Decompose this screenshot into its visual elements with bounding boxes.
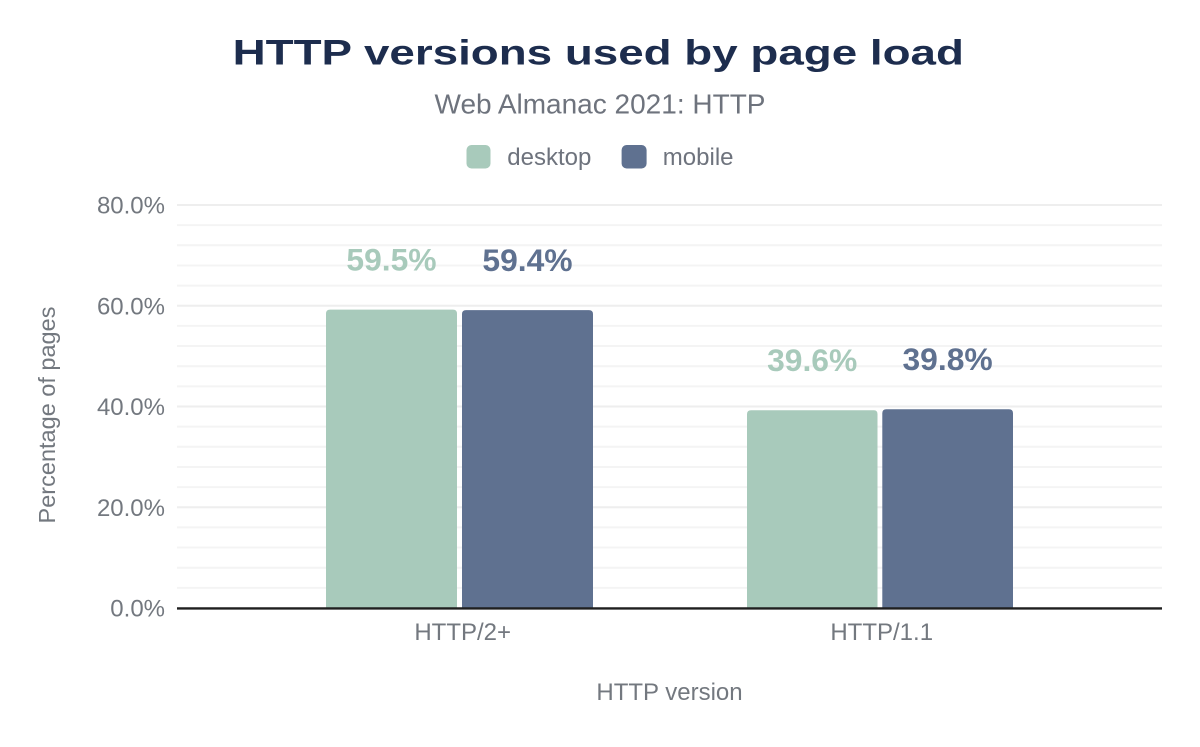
- svg-text:desktop: desktop: [507, 144, 591, 171]
- svg-text:39.6%: 39.6%: [767, 342, 857, 378]
- svg-text:40.0%: 40.0%: [97, 394, 165, 421]
- svg-text:Web Almanac 2021: HTTP: Web Almanac 2021: HTTP: [435, 88, 766, 119]
- svg-text:0.0%: 0.0%: [110, 596, 165, 623]
- svg-text:59.4%: 59.4%: [482, 242, 572, 278]
- svg-text:HTTP version: HTTP version: [596, 679, 742, 706]
- svg-text:HTTP versions used by page loa: HTTP versions used by page load: [233, 33, 964, 73]
- svg-text:HTTP/2+: HTTP/2+: [414, 619, 511, 646]
- svg-text:20.0%: 20.0%: [97, 495, 165, 522]
- svg-text:59.5%: 59.5%: [346, 241, 436, 277]
- svg-text:80.0%: 80.0%: [97, 193, 165, 220]
- svg-text:mobile: mobile: [663, 144, 734, 171]
- svg-text:Percentage of pages: Percentage of pages: [34, 307, 60, 524]
- svg-text:39.8%: 39.8%: [903, 341, 993, 377]
- svg-text:HTTP/1.1: HTTP/1.1: [830, 619, 933, 646]
- svg-text:60.0%: 60.0%: [97, 293, 165, 320]
